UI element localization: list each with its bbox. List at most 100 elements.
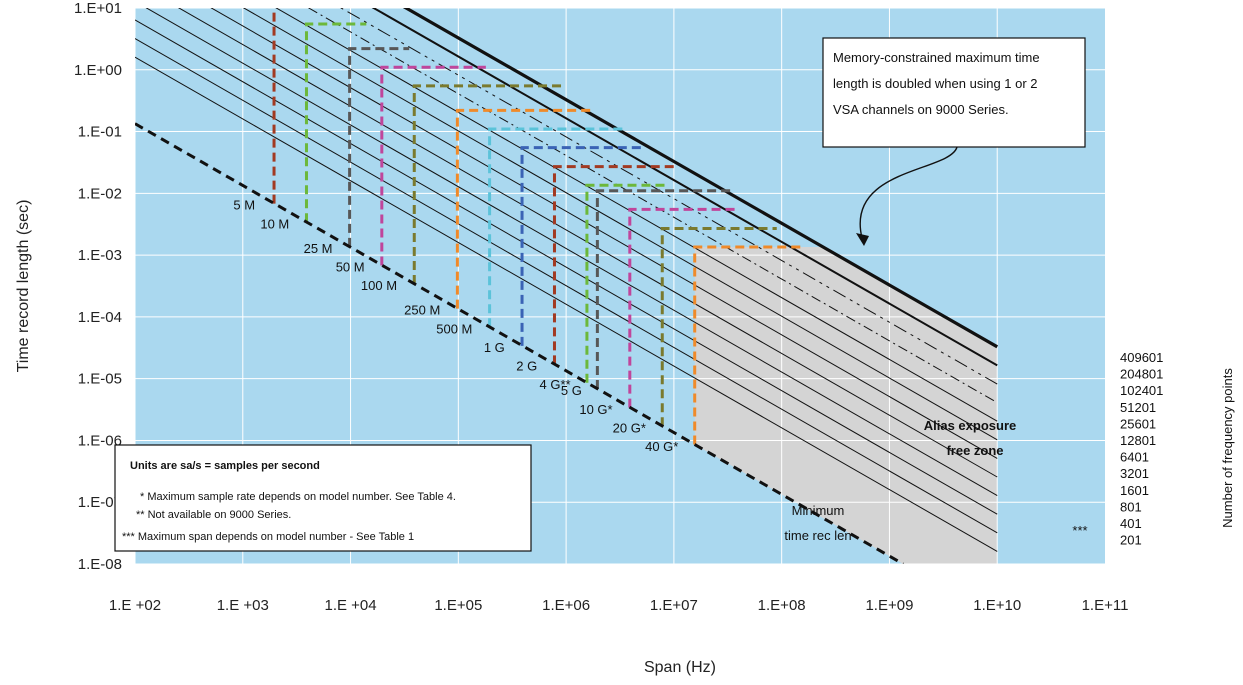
frequency-line [340,8,998,385]
sample-rate-label: 20 G* [613,420,646,435]
minimum-line-layer [135,122,904,564]
min-time-line-2: time rec len [784,528,851,543]
sample-rate-label: 25 M [304,241,333,256]
sample-rate-label: 1 G [484,340,505,355]
y-tick-label: 1.E-01 [78,124,122,141]
sample-rate-limit [552,165,679,365]
sample-rate-limit [660,226,777,427]
frequency-point-label: 801 [1120,499,1142,514]
sample-rate-limit [348,47,410,247]
sample-rate-label: 100 M [361,278,397,293]
frequency-lines-layer [135,8,999,552]
callout-line-3: VSA channels on 9000 Series. [833,102,1009,117]
min-time-line-1: Minimum [792,503,845,518]
frequency-line [275,8,998,422]
sample-rate-label: 40 G* [645,439,678,454]
frequency-point-label: 12801 [1120,433,1156,448]
x-tick-label: 1.E+09 [865,597,913,614]
y-tick-label: 1.E-03 [78,247,122,264]
sample-rate-limit [455,108,594,309]
frequency-points-title: Number of frequency points [1220,368,1235,528]
frequency-point-label: 6401 [1120,450,1149,465]
sample-rate-limit [693,245,801,445]
frequency-point-label: 3201 [1120,466,1149,481]
y-tick-label: 1.E-04 [78,309,122,326]
callout-arrowhead [856,233,869,246]
frequency-point-label: 1601 [1120,483,1149,498]
y-tick-label: 1.E-05 [78,371,122,388]
frequency-point-label: 102401 [1120,383,1163,398]
sample-rate-label: 2 G [516,359,537,374]
x-tick-label: 1.E+11 [1082,597,1129,614]
frequency-line [135,56,998,552]
frequency-line [371,8,998,367]
note-1: * Maximum sample rate depends on model n… [140,491,456,503]
notes-title: Units are sa/s = samples per second [130,460,320,472]
frequency-line [307,8,998,404]
x-tick-label: 1.E+08 [758,597,806,614]
frequency-line [135,19,998,515]
sample-rate-label: 50 M [336,260,365,275]
x-tick-label: 1.E+06 [542,597,590,614]
notes-box-frame [114,444,532,552]
alias-free-zone [694,247,998,564]
sample-rate-label: 5 M [233,197,255,212]
sample-rate-label: 250 M [404,303,440,318]
sample-rate-limit [412,84,562,285]
x-tick-label: 1.E+05 [434,597,482,614]
y-axis-title: Time record length (sec) [15,200,32,373]
sample-rate-label: 10 G* [579,402,612,417]
y-tick-label: 1.E-07 [78,494,122,511]
alias-zone-line-2: free zone [946,443,1003,458]
x-tick-label: 1.E +03 [217,597,269,614]
y-tick-label: 1.E-08 [78,556,122,573]
x-tick-label: 1.E +04 [324,597,376,614]
min-time-line [135,122,904,564]
callout-arrow [859,146,958,239]
callout: Memory-constrained maximum time length i… [822,37,1086,246]
sample-rate-limit [628,207,739,408]
sample-rate-limit [595,189,734,390]
sample-rate-labels-layer: 5 M 10 M 25 M50 M 100 M 250 M 500 M 1 G 2 G4 G*… [233,197,678,453]
frequency-line [177,8,998,478]
frequency-line [145,8,998,497]
notes-box: Units are sa/s = samples per second * Ma… [114,444,532,552]
callout-line-2: length is doubled when using 1 or 2 [833,76,1038,91]
alias-free-zone-layer [694,247,998,564]
alias-zone-line-1: Alias exposure [924,418,1017,433]
tick-labels-layer: 1.E +02 1.E +03 1.E +04 1.E+05 1.E+06 1.E+07 1… [74,0,1128,614]
sample-rate-limit [488,127,625,328]
sample-rate-label: 10 M [260,216,289,231]
frequency-point-label: 409601 [1120,350,1163,365]
frequency-point-label: 51201 [1120,400,1156,415]
note-2: ** Not available on 9000 Series. [136,509,291,521]
sample-rate-label: 5 G [561,383,582,398]
frequency-line [210,8,998,459]
sample-rate-limit [585,183,669,383]
x-tick-label: 1.E+10 [973,597,1021,614]
x-tick-label: 1.E+07 [650,597,698,614]
callout-line-1: Memory-constrained maximum time [833,50,1040,65]
sample-rate-limit [304,22,367,223]
sample-rate-label: 500 M [436,321,472,336]
sample-rate-layer [272,8,801,445]
sample-rate-limit [520,146,642,346]
x-tick-label: 1.E +02 [109,597,161,614]
x-axis-title: Span (Hz) [644,659,716,676]
triple-star: *** [1072,523,1087,538]
frequency-point-label: 401 [1120,516,1142,531]
note-3: *** Maximum span depends on model number… [122,531,414,543]
y-tick-label: 1.E-02 [78,185,122,202]
sample-rate-label: 4 G** [539,377,570,392]
frequency-line [135,38,998,534]
frequency-point-label: 201 [1120,533,1142,548]
y-tick-label: 1.E-06 [78,432,122,449]
frequency-line [242,8,998,441]
frequency-point-label: 25601 [1120,416,1156,431]
frequency-line [402,8,999,349]
sample-rate-limit [380,65,486,266]
y-tick-label: 1.E+00 [74,62,122,79]
callout-box [822,37,1086,148]
